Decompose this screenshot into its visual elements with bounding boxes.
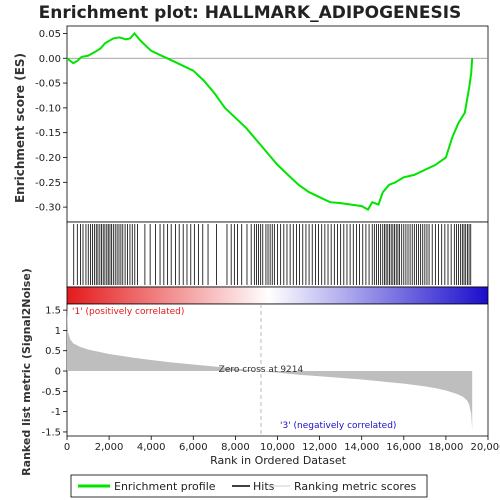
es-ytick-label: -0.10 <box>35 103 61 114</box>
metric-ytick-label: 1 <box>55 326 61 337</box>
rank-color-bar <box>66 286 489 305</box>
xtick-label: 6,000 <box>179 442 208 453</box>
es-ytick-label: -0.25 <box>35 178 61 189</box>
xtick-label: 20,000 <box>471 442 500 453</box>
xtick-label: 10,000 <box>260 442 295 453</box>
zero-cross-label: Zero cross at 9214 <box>219 365 304 375</box>
metric-ytick-label: -0.5 <box>41 387 61 398</box>
xtick-label: 0 <box>64 442 70 453</box>
xtick-label: 14,000 <box>344 442 379 453</box>
metric-panel: 1.5 1 0.5 0 -0.5 -1 -1.5 Zero cross at 9214 '1… <box>20 268 489 476</box>
es-ytick-label: -0.05 <box>35 79 61 90</box>
legend-hits-label: Hits <box>253 480 275 493</box>
legend-metric-label: Ranking metric scores <box>294 480 416 493</box>
metric-ytick-label: -1.5 <box>41 427 61 438</box>
xtick-label: 12,000 <box>302 442 337 453</box>
x-axis-ticks: 0 2,000 4,000 6,000 8,000 10,000 12,000 14,000 1… <box>64 436 500 453</box>
legend: Enrichment profile Hits Ranking metric s… <box>70 474 428 498</box>
es-panel: 0.05 0.00 -0.05 -0.10 -0.15 -0.20 -0.25 -0.30 E… <box>13 25 489 223</box>
metric-y-axis-label: Ranked list metric (Signal2Noise) <box>20 268 33 476</box>
xtick-label: 8,000 <box>221 442 250 453</box>
es-ytick-label: -0.15 <box>35 128 61 139</box>
xtick-label: 4,000 <box>137 442 166 453</box>
metric-ytick-label: -1 <box>51 407 61 418</box>
negative-correlation-label: '3' (negatively correlated) <box>280 421 396 431</box>
metric-ytick-label: 0 <box>55 367 61 378</box>
es-y-ticks: 0.05 0.00 -0.05 -0.10 -0.15 -0.20 -0.25 -0.30 <box>35 29 67 214</box>
es-panel-frame <box>66 25 489 223</box>
es-ytick-label: -0.20 <box>35 153 61 164</box>
xtick-label: 2,000 <box>95 442 124 453</box>
xtick-label: 18,000 <box>428 442 463 453</box>
es-ytick-label: -0.30 <box>35 203 61 214</box>
enrichment-profile-line <box>66 31 474 211</box>
x-axis-label: Rank in Ordered Dataset <box>210 454 347 467</box>
hit-lines <box>73 224 472 285</box>
metric-ytick-label: 1.5 <box>45 306 61 317</box>
metric-y-ticks: 1.5 1 0.5 0 -0.5 -1 -1.5 <box>41 306 67 438</box>
es-y-axis-label: Enrichment score (ES) <box>13 53 27 203</box>
metric-ytick-label: 0.5 <box>45 346 61 357</box>
ranking-metric-area <box>67 308 473 430</box>
chart-title: Enrichment plot: HALLMARK_ADIPOGENESIS <box>39 3 462 23</box>
hits-panel <box>66 221 489 305</box>
legend-profile-label: Enrichment profile <box>114 480 216 493</box>
es-ytick-label: 0.05 <box>39 29 61 40</box>
es-ytick-label: 0.00 <box>39 54 61 65</box>
positive-correlation-label: '1' (positively correlated) <box>72 307 184 317</box>
xtick-label: 16,000 <box>386 442 421 453</box>
